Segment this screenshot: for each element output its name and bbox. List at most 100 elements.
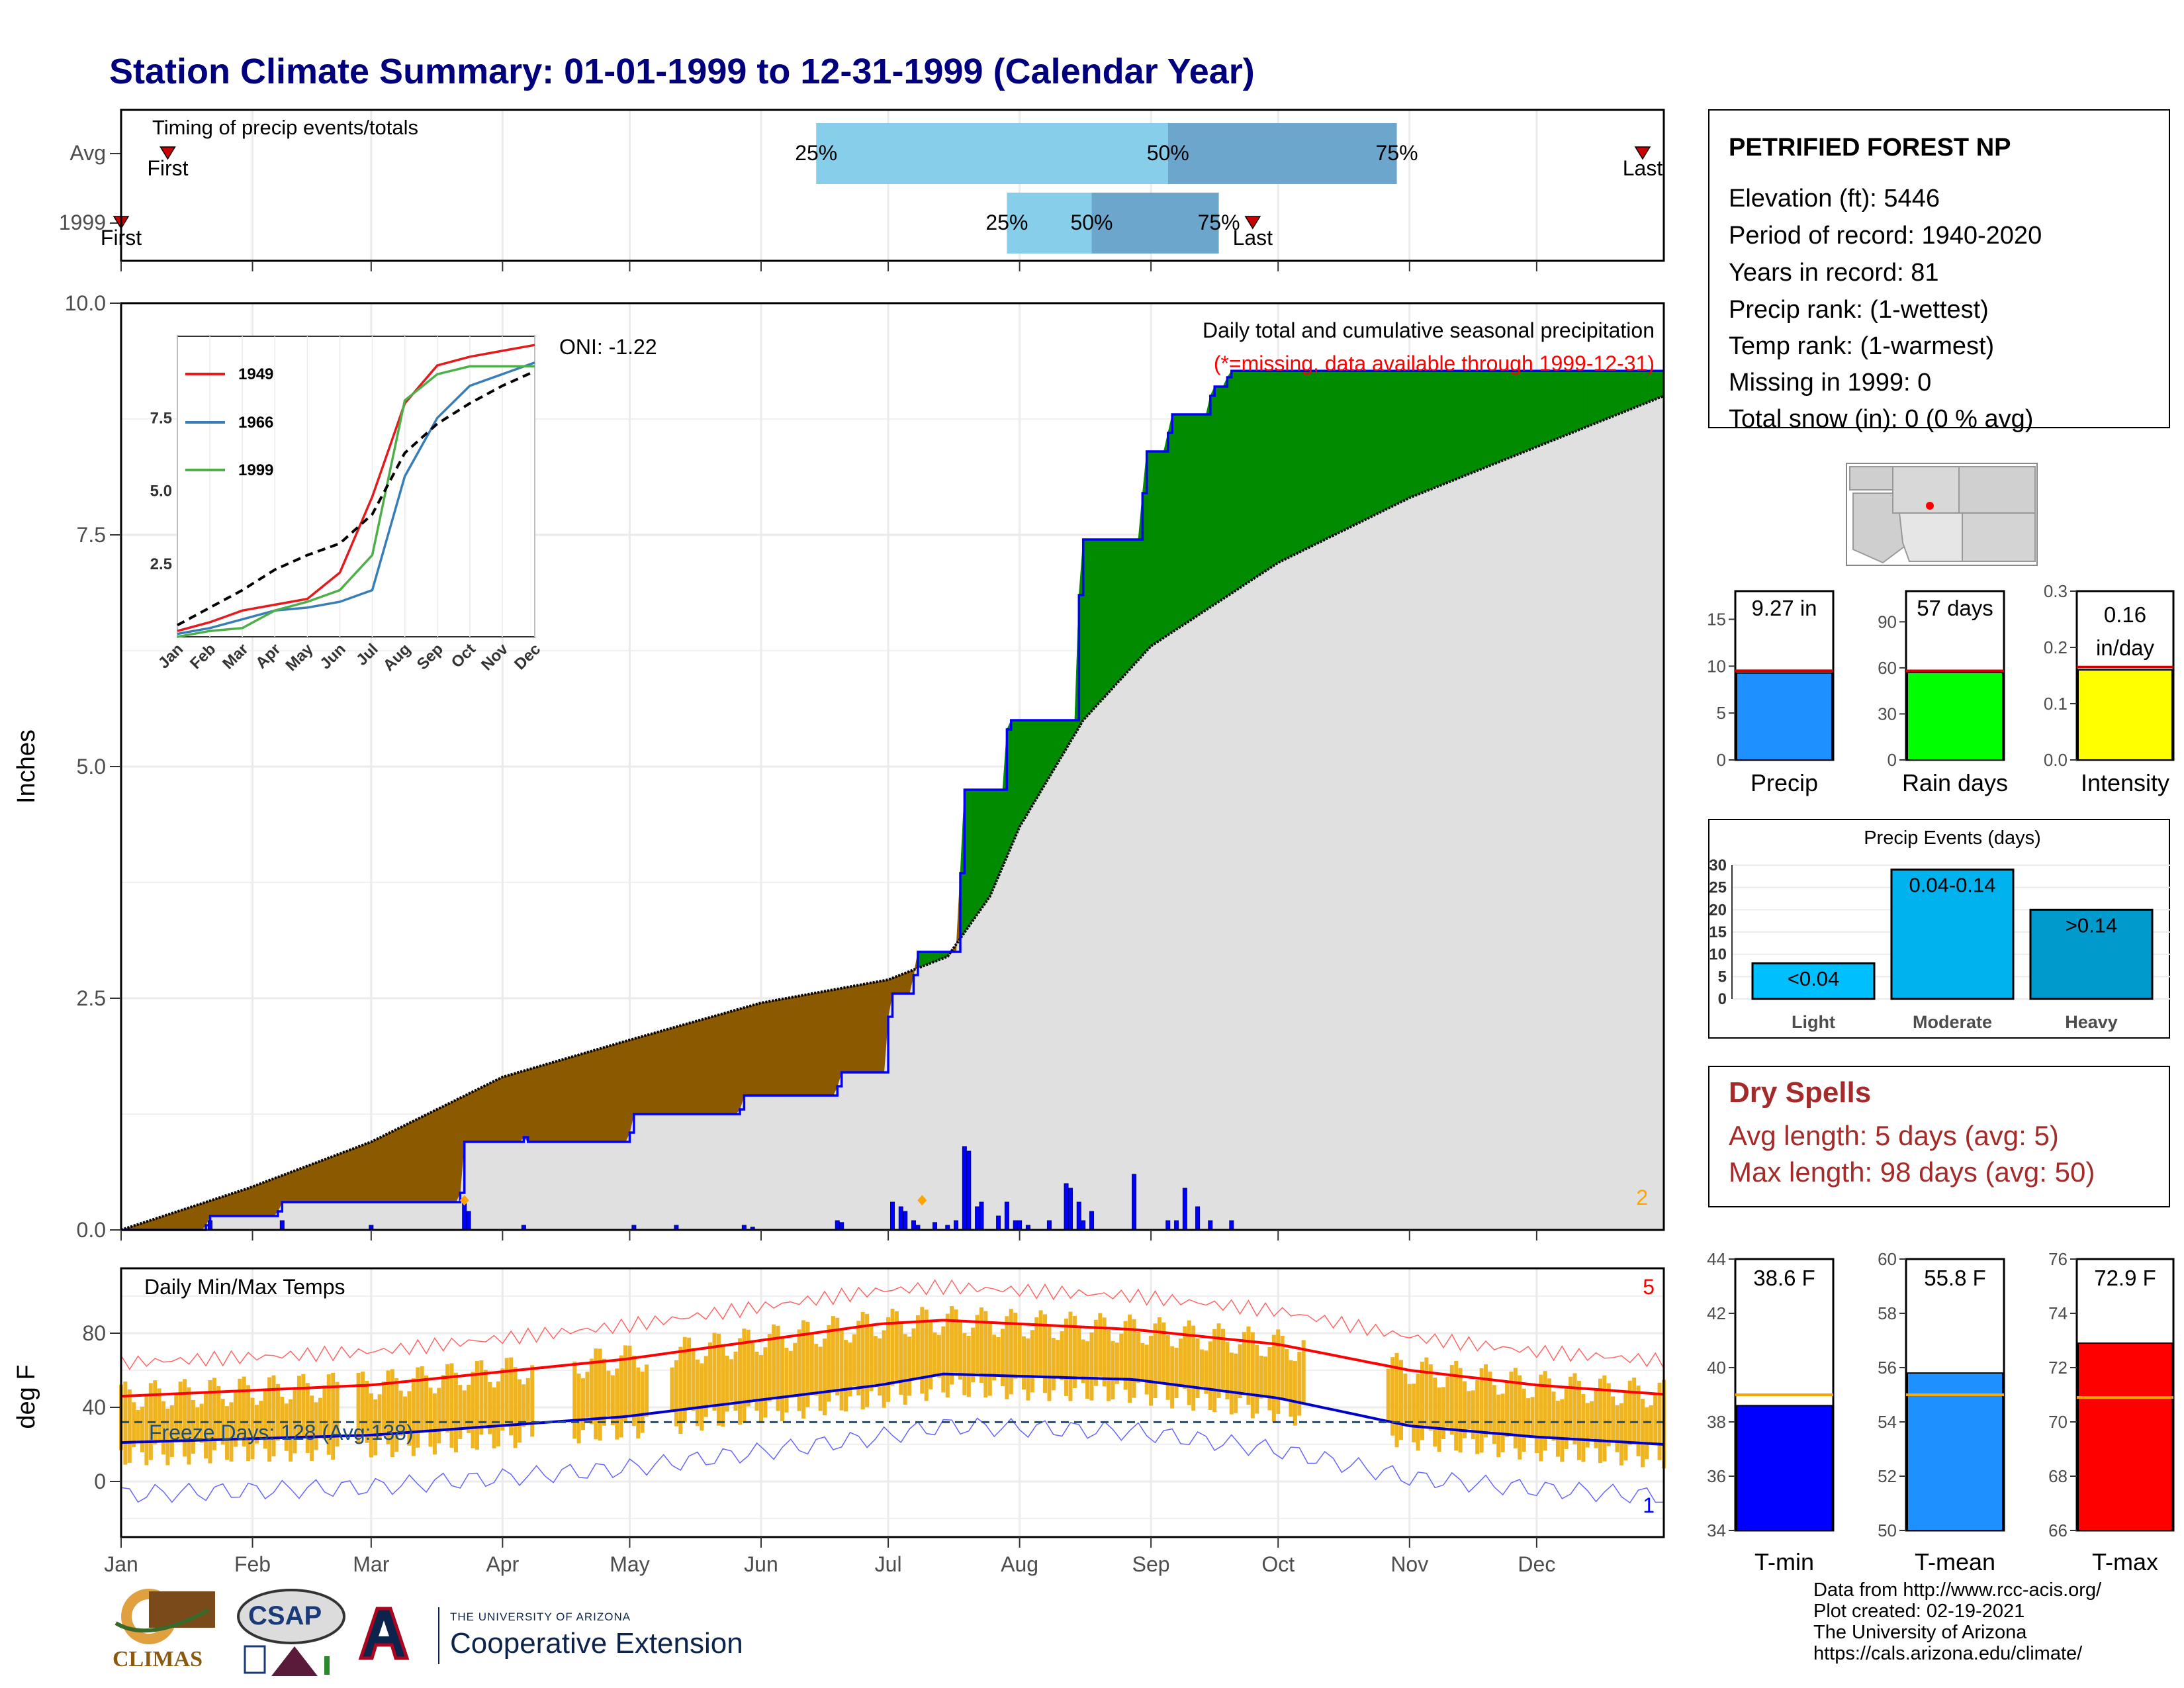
daily-temp-range-bar [289, 1399, 293, 1462]
daily-temp-range-bar [700, 1363, 704, 1431]
daily-temp-range-bar [1123, 1321, 1128, 1390]
temp-value-label: 55.8 F [1924, 1266, 1986, 1290]
cumulative-difference-segment [854, 984, 859, 1073]
events-title: Precip Events (days) [1864, 827, 2041, 849]
daily-temp-range-bar [1115, 1342, 1119, 1384]
cumulative-difference-segment [773, 999, 778, 1096]
cumulative-difference-segment [349, 1148, 355, 1203]
cumulative-difference-segment [1532, 370, 1537, 449]
daily-temp-range-bar [767, 1333, 772, 1402]
daily-precip-bar [1089, 1211, 1094, 1231]
cumulative-difference-segment [1409, 370, 1414, 498]
cumulative-difference-segment [1363, 370, 1368, 522]
cumulative-difference-segment [1214, 386, 1219, 605]
daily-temp-range-bar [1191, 1325, 1196, 1411]
daily-temp-range-bar [1229, 1352, 1234, 1415]
cumulative-difference-segment [1307, 370, 1312, 549]
daily-temp-range-bar [199, 1403, 204, 1443]
summary-ytick-label: 0.2 [2044, 637, 2068, 657]
daily-temp-range-bar [1030, 1330, 1034, 1393]
daily-precip-bar [1064, 1183, 1069, 1231]
record-min-line [120, 1417, 1664, 1504]
daily-temp-range-bar [1420, 1362, 1424, 1440]
cumulative-difference-segment [1189, 414, 1194, 622]
temp-value-label: 72.9 F [2094, 1266, 2156, 1290]
avg-max-line [120, 1319, 1664, 1398]
footer-line-university: The University of Arizona [1813, 1622, 2027, 1643]
daily-temp-range-bar [246, 1385, 251, 1462]
daily-temp-range-bar [1005, 1316, 1009, 1399]
daily-temp-range-bar [1255, 1344, 1259, 1414]
cumulative-difference-segment [1227, 370, 1232, 596]
daily-temp-range-bar [293, 1387, 297, 1454]
cumulative-difference-segment [1422, 370, 1427, 493]
cumulative-difference-segment [595, 1048, 600, 1143]
cumulative-difference-segment [235, 1190, 240, 1217]
cumulative-difference-segment [1562, 370, 1567, 438]
cumulative-difference-segment [723, 1012, 728, 1115]
cumulative-difference-segment [1193, 414, 1198, 619]
cumulative-difference-segment [693, 1020, 698, 1115]
cumulative-difference-segment [760, 1002, 766, 1096]
daily-temp-range-bar [331, 1372, 336, 1460]
summary-bar-t-min [1736, 1405, 1833, 1531]
cumulative-difference-segment [1057, 720, 1062, 764]
daily-precip-bar [1229, 1220, 1234, 1231]
summary-ytick-label: 76 [2048, 1249, 2068, 1269]
cumulative-difference-segment [625, 1039, 630, 1143]
cumulative-difference-segment [820, 991, 825, 1096]
inset-legend-label: 1999 [238, 461, 273, 479]
last-event-marker [1634, 146, 1651, 160]
cumulative-difference-segment [1328, 370, 1334, 538]
daily-temp-range-bar [780, 1336, 784, 1421]
cumulative-difference-segment [1201, 414, 1206, 614]
cumulative-difference-segment [604, 1045, 609, 1143]
cumulative-difference-segment [1261, 370, 1266, 575]
avg-min-line [120, 1372, 1664, 1446]
cumulative-difference-segment [1358, 370, 1363, 524]
summary-ytick-label: 60 [1878, 658, 1897, 678]
cumulative-difference-segment [1455, 370, 1461, 480]
precip-events-chart: Precip Events (days) 0 5 10 15 20 25 30 <0.04 Lig… [1708, 819, 2171, 1039]
freeze-days-label: Freeze Days: 128 (Avg:138) [149, 1421, 414, 1444]
normal-cumulative-line [120, 395, 1664, 1231]
cumulative-difference-segment [655, 1031, 660, 1115]
daily-temp-range-bar [1496, 1394, 1501, 1458]
cumulative-difference-segment [646, 1033, 651, 1115]
daily-temp-range-bar [835, 1317, 840, 1396]
cumulative-difference-segment [1320, 370, 1325, 542]
cumulative-difference-segment [1596, 370, 1601, 424]
cumulative-difference-segment [1612, 370, 1617, 417]
daily-temp-range-bar [238, 1378, 242, 1438]
timing-panel: Timing of precip events/totals Avg 25% 50% 7… [59, 109, 1665, 271]
daily-temp-range-bar [716, 1333, 721, 1426]
daily-temp-range-bar [1590, 1401, 1594, 1438]
cumulative-difference-segment [1400, 370, 1406, 502]
daily-temp-range-bar [594, 1348, 598, 1440]
daily-temp-range-bar [924, 1309, 929, 1401]
daily-temp-range-bar [1064, 1318, 1069, 1396]
summary-ytick-label: 44 [1707, 1249, 1726, 1269]
precip-corner-count: 2 [1636, 1186, 1648, 1209]
daily-temp-range-bar [517, 1379, 522, 1443]
daily-temp-range-bar [225, 1406, 230, 1460]
events-bar-label: <0.04 [1788, 967, 1839, 990]
daily-temp-range-bar [890, 1309, 895, 1386]
cumulative-difference-segment [1604, 370, 1610, 420]
daily-temp-range-bar [1153, 1323, 1158, 1399]
daily-temp-range-bar [1157, 1317, 1161, 1384]
cumulative-difference-segment [214, 1197, 219, 1217]
daily-temp-range-bar [1293, 1361, 1297, 1426]
cumulative-difference-segment [311, 1162, 316, 1203]
cumulative-difference-segment [527, 1068, 533, 1143]
daily-temp-range-bar [737, 1338, 742, 1425]
month-axis-label: Oct [1261, 1552, 1295, 1576]
cumulative-difference-segment [269, 1178, 274, 1217]
cumulative-difference-segment [1638, 370, 1643, 406]
cumulative-difference-segment [1248, 370, 1253, 583]
daily-temp-range-bar [962, 1333, 967, 1395]
cumulative-difference-segment [989, 789, 995, 897]
cumulative-difference-segment [1502, 370, 1508, 461]
cumulative-difference-segment [375, 1137, 380, 1203]
daily-temp-range-bar [1038, 1310, 1043, 1378]
